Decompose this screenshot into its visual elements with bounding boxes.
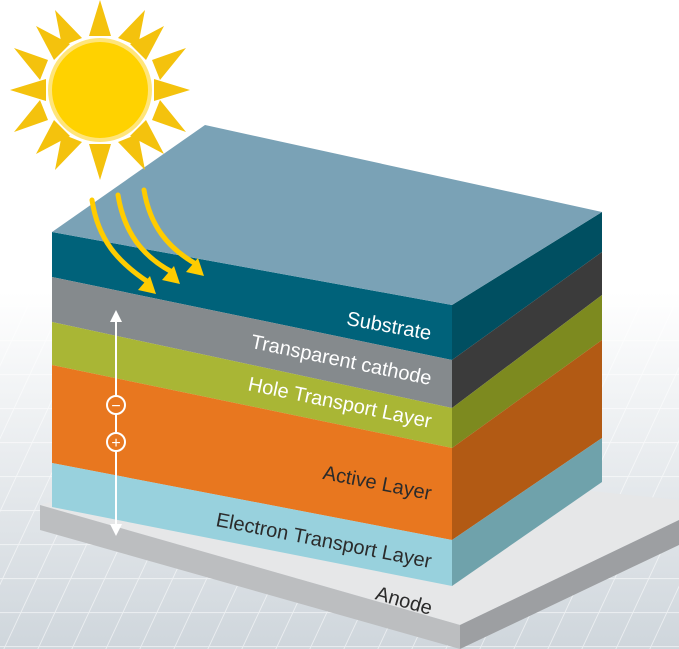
negative-charge-icon: − <box>106 395 126 415</box>
substrate-top-face <box>52 125 602 305</box>
cathode-side-face <box>452 252 602 408</box>
htl-side-face <box>452 295 602 448</box>
light-ray-arrowheads <box>138 258 204 294</box>
sun-icon <box>10 0 190 180</box>
substrate-side-face <box>452 212 602 360</box>
active-side-face <box>452 340 602 540</box>
svg-text:+: + <box>111 435 120 452</box>
anode-front-face <box>40 505 460 649</box>
substrate-front-face <box>52 232 452 360</box>
anode-side-face <box>460 520 679 649</box>
etl-front-face <box>52 463 452 586</box>
htl-front-face <box>52 322 452 448</box>
cathode-front-face <box>52 277 452 408</box>
active-front-face <box>52 365 452 540</box>
positive-charge-icon: + <box>106 432 126 452</box>
charge-transport-arrow <box>110 310 122 536</box>
etl-side-face <box>452 438 602 586</box>
svg-text:−: − <box>111 398 120 415</box>
light-rays <box>89 187 199 285</box>
